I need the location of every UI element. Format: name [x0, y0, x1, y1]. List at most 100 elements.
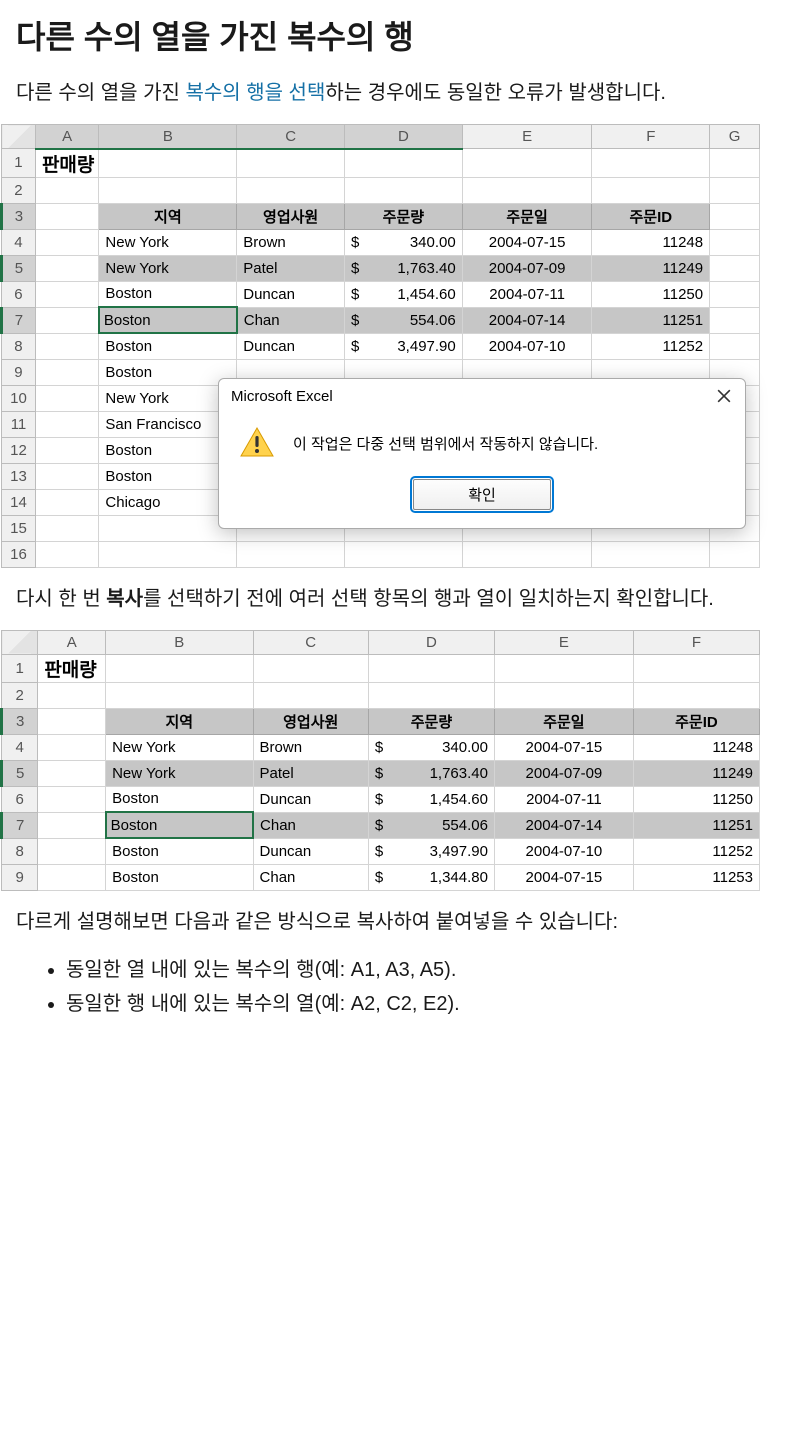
cell[interactable]: 2004-07-09: [462, 255, 592, 281]
cell[interactable]: [35, 463, 98, 489]
cell[interactable]: [35, 515, 98, 541]
cell[interactable]: [345, 149, 463, 178]
row-header-16[interactable]: 16: [2, 541, 36, 567]
cell[interactable]: 11248: [633, 734, 759, 760]
row-header-8[interactable]: 8: [2, 838, 38, 864]
cell[interactable]: [710, 229, 760, 255]
cell[interactable]: 2004-07-15: [494, 864, 633, 890]
cell[interactable]: Duncan: [237, 281, 345, 307]
cell[interactable]: [345, 177, 463, 203]
cell[interactable]: [35, 177, 98, 203]
cell[interactable]: [38, 786, 106, 812]
cell[interactable]: 11251: [592, 307, 710, 333]
col-header-F[interactable]: F: [633, 630, 759, 654]
cell[interactable]: 11252: [633, 838, 759, 864]
row-header-1[interactable]: 1: [2, 149, 36, 178]
cell[interactable]: Patel: [237, 255, 345, 281]
table-header-cell[interactable]: 지역: [99, 203, 237, 229]
cell[interactable]: [99, 541, 237, 567]
cell[interactable]: 11250: [592, 281, 710, 307]
cell[interactable]: [462, 149, 592, 178]
cell[interactable]: [35, 255, 98, 281]
cell-title[interactable]: 판매량: [35, 149, 98, 178]
col-header-D[interactable]: D: [345, 125, 463, 149]
cell[interactable]: [710, 177, 760, 203]
col-header-C[interactable]: C: [237, 125, 345, 149]
row-header-11[interactable]: 11: [2, 411, 36, 437]
row-header-4[interactable]: 4: [2, 734, 38, 760]
col-header-C[interactable]: C: [253, 630, 368, 654]
cell[interactable]: Boston: [99, 359, 237, 385]
cell[interactable]: [592, 177, 710, 203]
cell[interactable]: 1,454.60: [368, 786, 494, 812]
cell[interactable]: [237, 177, 345, 203]
cell[interactable]: 11253: [633, 864, 759, 890]
cell[interactable]: New York: [106, 760, 253, 786]
cell[interactable]: [38, 812, 106, 838]
cell[interactable]: 2004-07-14: [462, 307, 592, 333]
cell[interactable]: New York: [106, 734, 253, 760]
cell[interactable]: [38, 734, 106, 760]
cell[interactable]: 2004-07-10: [462, 333, 592, 359]
row-header-6[interactable]: 6: [2, 786, 38, 812]
col-header-A[interactable]: A: [35, 125, 98, 149]
cell[interactable]: Duncan: [237, 333, 345, 359]
row-header-3[interactable]: 3: [2, 203, 36, 229]
cell[interactable]: [494, 682, 633, 708]
cell[interactable]: 11252: [592, 333, 710, 359]
cell[interactable]: Brown: [253, 734, 368, 760]
cell[interactable]: 11249: [592, 255, 710, 281]
cell[interactable]: [710, 541, 760, 567]
cell[interactable]: [253, 682, 368, 708]
close-icon[interactable]: [715, 387, 733, 405]
cell[interactable]: 2004-07-14: [494, 812, 633, 838]
cell[interactable]: [106, 682, 253, 708]
cell[interactable]: [35, 229, 98, 255]
cell[interactable]: 1,763.40: [345, 255, 463, 281]
cell[interactable]: Boston: [99, 463, 237, 489]
cell[interactable]: [99, 177, 237, 203]
cell[interactable]: [710, 149, 760, 178]
cell[interactable]: 340.00: [345, 229, 463, 255]
cell-title[interactable]: 판매량: [38, 654, 106, 682]
cell[interactable]: San Francisco: [99, 411, 237, 437]
cell[interactable]: Boston: [106, 812, 253, 838]
cell[interactable]: [592, 149, 710, 178]
cell[interactable]: Boston: [106, 786, 253, 812]
table-header-cell[interactable]: 주문량: [345, 203, 463, 229]
cell[interactable]: Boston: [99, 437, 237, 463]
cell[interactable]: [99, 515, 237, 541]
cell[interactable]: Boston: [99, 333, 237, 359]
cell[interactable]: [633, 682, 759, 708]
row-header-9[interactable]: 9: [2, 864, 38, 890]
cell[interactable]: 11248: [592, 229, 710, 255]
cell[interactable]: [710, 281, 760, 307]
col-header-D[interactable]: D: [368, 630, 494, 654]
row-header-14[interactable]: 14: [2, 489, 36, 515]
cell[interactable]: [368, 682, 494, 708]
row-header-7[interactable]: 7: [2, 307, 36, 333]
cell[interactable]: Duncan: [253, 838, 368, 864]
cell[interactable]: 2004-07-11: [494, 786, 633, 812]
cell[interactable]: [38, 864, 106, 890]
row-header-2[interactable]: 2: [2, 682, 38, 708]
col-header-B[interactable]: B: [99, 125, 237, 149]
table-header-cell[interactable]: 주문ID: [633, 708, 759, 734]
table-header-cell[interactable]: 주문일: [494, 708, 633, 734]
cell[interactable]: Chan: [253, 812, 368, 838]
cell[interactable]: [35, 411, 98, 437]
cell[interactable]: 11250: [633, 786, 759, 812]
col-header-E[interactable]: E: [494, 630, 633, 654]
cell[interactable]: [345, 541, 463, 567]
cell[interactable]: [237, 541, 345, 567]
cell[interactable]: 1,344.80: [368, 864, 494, 890]
col-header-E[interactable]: E: [462, 125, 592, 149]
row-header-13[interactable]: 13: [2, 463, 36, 489]
link-select-multiple-rows[interactable]: 복수의 행을 선택: [185, 82, 325, 104]
cell[interactable]: [494, 654, 633, 682]
cell[interactable]: [633, 654, 759, 682]
col-header-F[interactable]: F: [592, 125, 710, 149]
cell[interactable]: [35, 307, 98, 333]
cell[interactable]: Patel: [253, 760, 368, 786]
cell[interactable]: Boston: [106, 838, 253, 864]
